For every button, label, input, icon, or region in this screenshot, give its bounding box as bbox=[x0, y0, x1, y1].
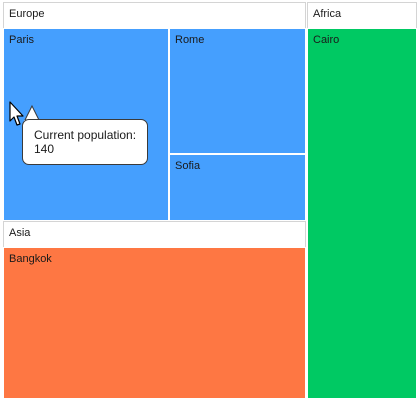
tooltip: Current population: 140 bbox=[22, 119, 148, 165]
tile-cairo[interactable]: Cairo bbox=[307, 28, 417, 399]
tile-rome[interactable]: Rome bbox=[169, 28, 306, 154]
tooltip-value: 140 bbox=[34, 142, 55, 157]
group-header-asia[interactable]: Asia bbox=[3, 221, 306, 248]
tile-sofia[interactable]: Sofia bbox=[169, 154, 306, 221]
tile-bangkok[interactable]: Bangkok bbox=[3, 247, 306, 399]
group-header-europe[interactable]: Europe bbox=[3, 2, 306, 29]
group-header-africa[interactable]: Africa bbox=[307, 2, 417, 29]
tooltip-label: Current population: bbox=[34, 128, 137, 142]
mouse-pointer-icon bbox=[9, 101, 24, 126]
